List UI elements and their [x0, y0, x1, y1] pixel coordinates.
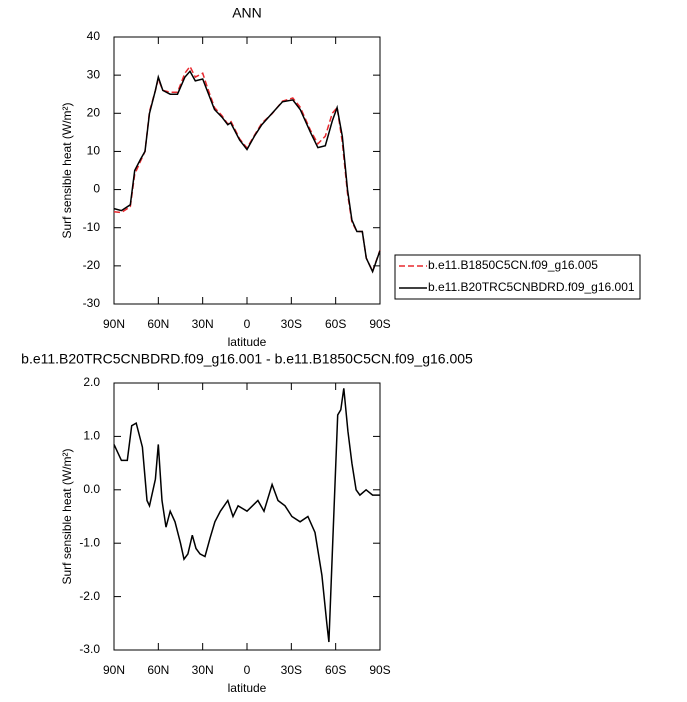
y-tick-label: 20 [87, 105, 101, 119]
data-line [113, 388, 380, 643]
x-tick-label: 0 [244, 317, 251, 331]
x-tick-label: 30N [192, 317, 214, 331]
y-axis-label: Surf sensible heat (W/m²) [60, 102, 74, 238]
y-tick-label: -30 [83, 296, 101, 310]
y-tick-label: -3.0 [79, 642, 100, 656]
chart-title: b.e11.B20TRC5CNBDRD.f09_g16.001 - b.e11.… [21, 351, 473, 367]
x-tick-label: 30S [281, 663, 302, 677]
plot-frame [113, 382, 381, 651]
y-tick-label: 0.0 [83, 482, 100, 496]
x-tick-label: 60S [325, 317, 346, 331]
x-tick-label: 90N [103, 663, 125, 677]
x-tick-label: 0 [244, 663, 251, 677]
chart-title: ANN [232, 5, 262, 21]
y-tick-label: -20 [83, 258, 101, 272]
x-tick-label: 60N [147, 317, 169, 331]
x-tick-label: 60N [147, 663, 169, 677]
legend-label: b.e11.B20TRC5CNBDRD.f09_g16.001 [428, 280, 635, 294]
y-axis-label: Surf sensible heat (W/m²) [60, 448, 74, 584]
x-tick-label: 90N [103, 317, 125, 331]
x-axis-label: latitude [228, 335, 267, 349]
legend-box [394, 254, 641, 300]
y-tick-label: 2.0 [83, 375, 100, 389]
y-tick-label: 30 [87, 67, 101, 81]
y-tick-label: 10 [87, 144, 101, 158]
y-tick-label: -1.0 [79, 535, 100, 549]
y-tick-label: 1.0 [83, 429, 100, 443]
data-line [113, 70, 381, 274]
plot-frame [113, 36, 381, 305]
x-tick-label: 60S [325, 663, 346, 677]
y-tick-label: 40 [87, 29, 101, 43]
x-tick-label: 90S [369, 663, 390, 677]
y-tick-label: 0 [93, 182, 100, 196]
x-tick-label: 30N [192, 663, 214, 677]
y-tick-label: -2.0 [79, 589, 100, 603]
x-axis-label: latitude [228, 681, 267, 695]
y-tick-label: -10 [83, 220, 101, 234]
x-tick-label: 30S [281, 317, 302, 331]
x-tick-label: 90S [369, 317, 390, 331]
legend-label: b.e11.B1850C5CN.f09_g16.005 [428, 258, 598, 272]
